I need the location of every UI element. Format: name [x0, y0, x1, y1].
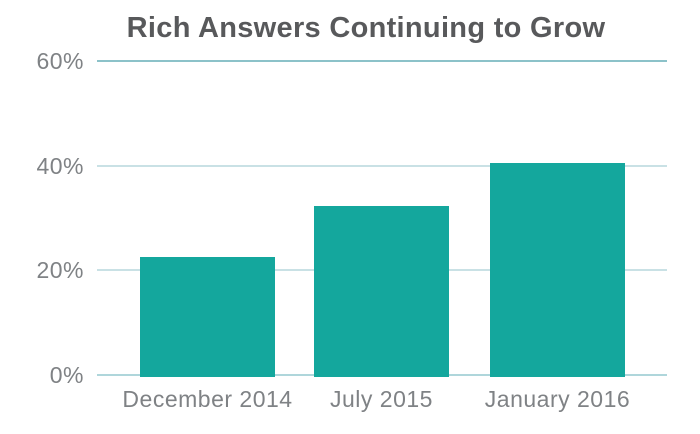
x-axis-category-label: December 2014	[122, 386, 293, 412]
y-axis-tick-label: 40%	[36, 152, 84, 179]
x-axis-category-label: July 2015	[330, 386, 433, 412]
y-axis-tick-label: 0%	[49, 362, 84, 388]
y-axis-tick-label: 20%	[36, 257, 84, 284]
x-axis-category-label: January 2016	[484, 386, 631, 412]
gridline-40	[97, 164, 667, 167]
bar-january-2016	[490, 163, 625, 377]
bar-december-2014	[140, 256, 275, 377]
bar-july-2015	[314, 205, 449, 377]
chart-title: Rich Answers Continuing to Grow	[126, 12, 606, 44]
gridline-60	[97, 60, 667, 62]
y-axis-tick-label: 60%	[36, 48, 84, 74]
